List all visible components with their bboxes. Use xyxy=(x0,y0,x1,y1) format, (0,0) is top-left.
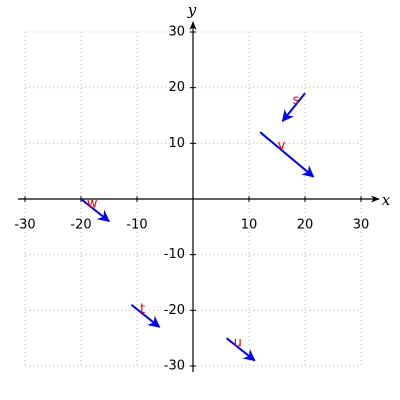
x-tick-label: 20 xyxy=(297,218,314,233)
y-tick-label: -20 xyxy=(164,303,185,318)
vector-arrow xyxy=(281,92,306,123)
x-tick-label: 10 xyxy=(241,218,258,233)
vector-arrow xyxy=(225,337,256,362)
vector-arrow xyxy=(80,198,110,223)
y-axis-label: y xyxy=(187,1,197,19)
x-tick-label: -30 xyxy=(14,218,35,233)
y-tick-label: -10 xyxy=(164,247,185,262)
vector-arrow xyxy=(259,131,315,178)
x-tick-label: -10 xyxy=(126,218,147,233)
y-tick-label: 10 xyxy=(168,136,185,151)
x-tick-label: 30 xyxy=(353,218,370,233)
y-tick-label: 30 xyxy=(168,25,185,40)
y-tick-label: 20 xyxy=(168,80,185,95)
x-tick-label: -20 xyxy=(70,218,91,233)
vector-label: s xyxy=(293,93,300,108)
vector-arrow xyxy=(130,303,161,328)
vector-label: t xyxy=(140,302,145,317)
vector-label: u xyxy=(234,336,242,351)
vector-label: v xyxy=(278,139,286,154)
x-axis-label: x xyxy=(382,191,391,209)
y-tick-label: -30 xyxy=(164,359,185,374)
vector-label: w xyxy=(87,196,98,211)
